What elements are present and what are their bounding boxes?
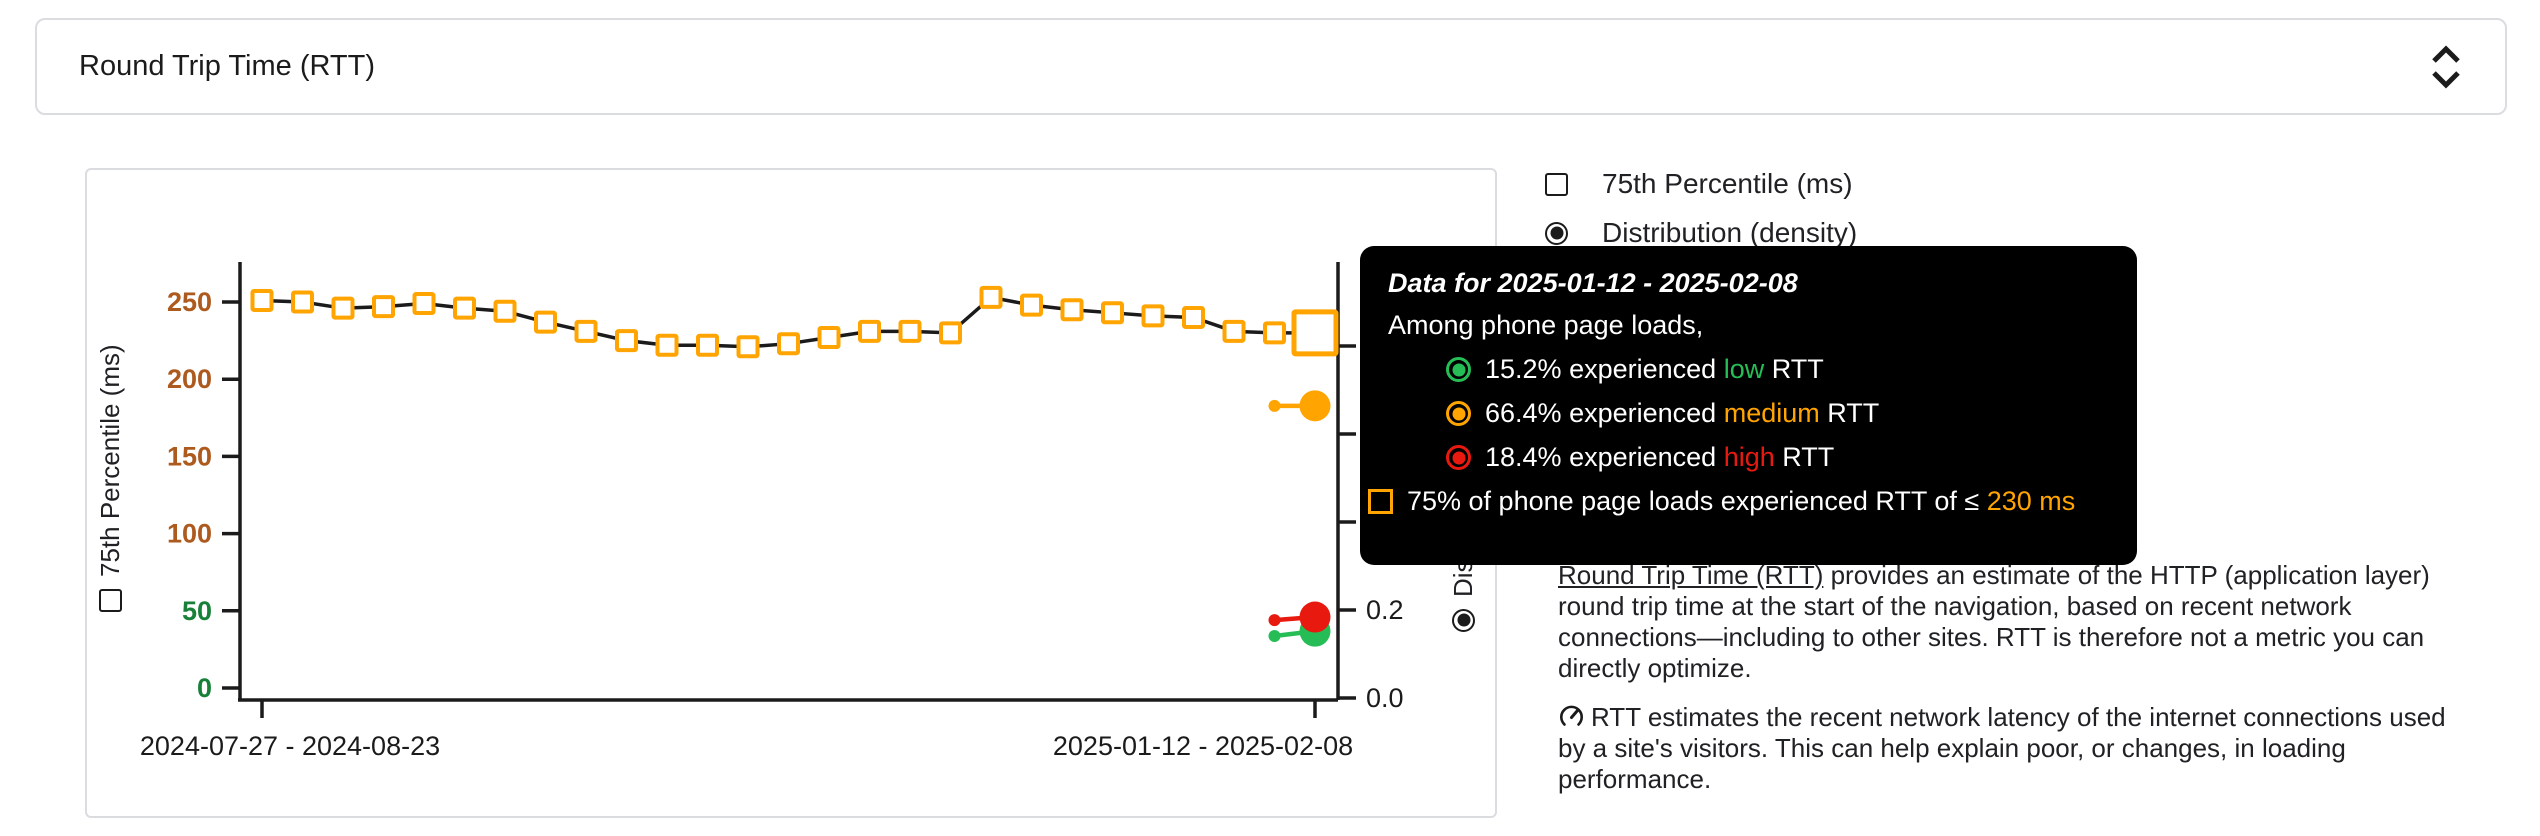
tooltip-row-medium-text: 66.4% experienced medium RTT	[1485, 398, 1880, 428]
legend-distribution-label: Distribution (density)	[1602, 217, 1858, 248]
tooltip-row-low: 15.2% experienced low RTT	[1388, 354, 2111, 385]
rtt-docs-link[interactable]: Round Trip Time (RTT)	[1558, 560, 1824, 590]
tooltip-threshold-text: 75% of phone page loads experienced RTT …	[1407, 486, 2076, 516]
percentile-square-icon	[1368, 489, 1393, 514]
tooltip-row-high-text: 18.4% experienced high RTT	[1485, 442, 1835, 472]
legend-distribution[interactable]: Distribution (density)	[1545, 217, 1857, 249]
legend-percentile-label: 75th Percentile (ms)	[1602, 168, 1853, 199]
metric-select-value: Round Trip Time (RTT)	[79, 50, 375, 82]
legend-percentile[interactable]: 75th Percentile (ms)	[1545, 168, 1857, 200]
unfold-more-icon[interactable]	[2429, 44, 2463, 90]
checkbox-icon	[99, 589, 122, 612]
tooltip-subtitle: Among phone page loads,	[1388, 310, 1704, 340]
checkbox-unchecked-icon[interactable]	[1545, 172, 1568, 196]
low-rtt-dot-icon	[1446, 357, 1471, 382]
metric-select[interactable]: Round Trip Time (RTT)	[35, 18, 2507, 115]
medium-rtt-dot-icon	[1446, 401, 1471, 426]
left-axis-label: 75th Percentile (ms)	[95, 344, 126, 612]
description-paragraph-2: RTT estimates the recent network latency…	[1558, 702, 2446, 794]
speed-gauge-icon	[1560, 705, 1583, 726]
radio-checked-icon[interactable]	[1545, 221, 1568, 245]
description-paragraph-1: Round Trip Time (RTT) provides an estima…	[1558, 560, 2430, 683]
tooltip-row-high: 18.4% experienced high RTT	[1388, 442, 2111, 473]
chart-card	[85, 168, 1497, 818]
tooltip-row-low-text: 15.2% experienced low RTT	[1485, 354, 1824, 384]
radio-selected-icon	[1452, 609, 1475, 632]
tooltip-title: Data for 2025-01-12 - 2025-02-08	[1388, 268, 1798, 298]
series-legend: 75th Percentile (ms) Distribution (densi…	[1545, 168, 1857, 266]
left-axis-label-text: 75th Percentile (ms)	[95, 344, 125, 577]
high-rtt-dot-icon	[1446, 445, 1471, 470]
chart-tooltip: Data for 2025-01-12 - 2025-02-08 Among p…	[1360, 246, 2137, 565]
tooltip-row-medium: 66.4% experienced medium RTT	[1388, 398, 2111, 429]
metric-description: Round Trip Time (RTT) provides an estima…	[1558, 560, 2473, 795]
tooltip-row-threshold: 75% of phone page loads experienced RTT …	[1368, 486, 2111, 517]
